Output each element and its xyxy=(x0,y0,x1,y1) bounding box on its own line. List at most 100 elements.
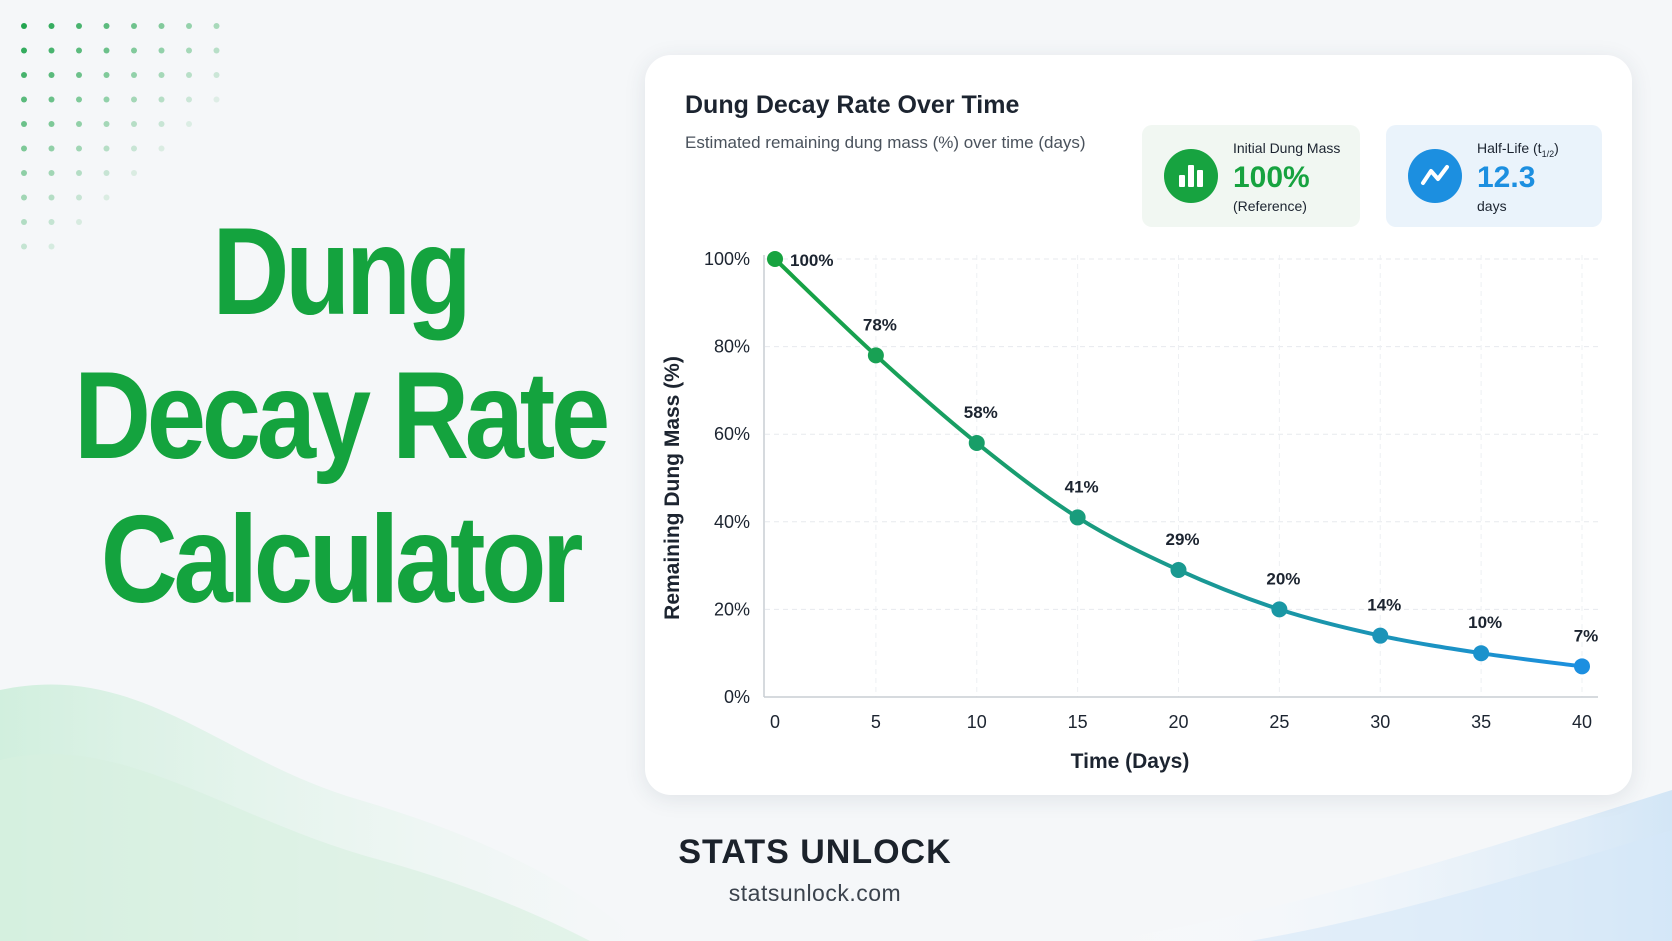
axes: 0% 20% 40% 60% 80% 100% 0 5 10 15 20 25 30 35 40 Time (… xyxy=(661,249,1598,773)
data-labels: 100% 78% 58% 41% 29% 20% 14% 10% 7% xyxy=(790,251,1598,645)
decor-dot xyxy=(21,194,27,201)
half-life-unit: days xyxy=(1477,198,1507,214)
decor-dot xyxy=(158,145,165,152)
y-tick-label: 80% xyxy=(714,337,750,357)
initial-mass-value: 100% xyxy=(1233,161,1310,194)
chart-subtitle: Estimated remaining dung mass (%) over t… xyxy=(685,133,1086,152)
decor-dot xyxy=(48,96,55,103)
half-life-value: 12.3 xyxy=(1477,161,1536,194)
green-wave-decoration-2 xyxy=(0,753,590,941)
decor-dot xyxy=(103,194,110,201)
data-point xyxy=(767,251,783,267)
decor-dot xyxy=(48,219,55,225)
bar-chart-icon xyxy=(1164,149,1218,203)
decor-dot xyxy=(131,121,137,127)
y-tick-label: 20% xyxy=(714,599,750,619)
decor-dot xyxy=(76,96,82,103)
hero-title: Dung Decay Rate Calculator xyxy=(65,200,615,632)
decor-dot xyxy=(76,72,82,78)
decor-dot xyxy=(103,121,110,127)
trend-line-icon xyxy=(1408,149,1462,203)
data-point xyxy=(1271,601,1288,618)
initial-mass-label: Initial Dung Mass xyxy=(1233,140,1341,156)
hero-title-line-1: Dung xyxy=(212,203,472,341)
decor-dot xyxy=(21,145,27,152)
decor-dot xyxy=(103,72,110,78)
decor-dot xyxy=(103,145,110,152)
x-tick-label: 10 xyxy=(967,712,987,732)
data-label: 29% xyxy=(1165,530,1199,549)
decor-dot xyxy=(21,96,27,103)
hero-title-line-3: Calculator xyxy=(100,491,584,629)
x-axis-title: Time (Days) xyxy=(1071,750,1190,773)
brand-name: STATS UNLOCK xyxy=(678,833,952,871)
decor-dot xyxy=(186,121,192,127)
dot-grid-decoration xyxy=(21,23,220,250)
data-label: 20% xyxy=(1266,569,1300,588)
decor-dot xyxy=(21,243,27,250)
initial-mass-note: (Reference) xyxy=(1233,198,1307,214)
data-point xyxy=(1473,645,1490,662)
decor-dot xyxy=(186,23,192,29)
decor-dot xyxy=(48,170,55,176)
decor-dot xyxy=(103,170,110,176)
initial-mass-stat: Initial Dung Mass 100% (Reference) xyxy=(1142,125,1360,227)
x-tick-label: 30 xyxy=(1370,712,1390,732)
decor-dot xyxy=(186,47,192,54)
data-label: 41% xyxy=(1065,477,1099,496)
decor-dot xyxy=(213,96,220,103)
decor-dot xyxy=(186,72,192,78)
decor-dot xyxy=(21,23,27,29)
decor-dot xyxy=(131,72,137,78)
data-point xyxy=(867,347,884,364)
data-point xyxy=(968,434,985,451)
data-label: 58% xyxy=(964,403,998,422)
decor-dot xyxy=(21,170,27,176)
decor-dot xyxy=(48,72,55,78)
y-tick-label: 100% xyxy=(704,249,750,269)
chart-title: Dung Decay Rate Over Time xyxy=(685,91,1020,119)
decor-dot xyxy=(48,243,55,250)
data-label: 100% xyxy=(790,251,833,270)
decor-dot xyxy=(76,23,82,29)
half-life-stat: Half-Life (t1/2) 12.3 days xyxy=(1386,125,1602,227)
decor-dot xyxy=(158,23,165,29)
y-tick-label: 40% xyxy=(714,512,750,532)
data-label: 14% xyxy=(1367,596,1401,615)
blue-wave-decoration-2 xyxy=(1250,830,1672,941)
decor-dot xyxy=(131,170,137,176)
decor-dot xyxy=(158,121,165,127)
decor-dot xyxy=(158,72,165,78)
decor-dot xyxy=(48,145,55,152)
decor-dot xyxy=(213,72,220,78)
half-life-label-text: Half-Life (t xyxy=(1477,140,1542,156)
x-tick-label: 20 xyxy=(1168,712,1188,732)
decor-dot xyxy=(76,219,82,225)
y-tick-label: 60% xyxy=(714,424,750,444)
data-label: 78% xyxy=(863,315,897,334)
x-tick-label: 25 xyxy=(1269,712,1289,732)
site-url[interactable]: statsunlock.com xyxy=(728,880,902,906)
decor-dot xyxy=(131,145,137,152)
decor-dot xyxy=(76,47,82,54)
data-point xyxy=(1069,509,1086,526)
half-life-label: Half-Life (t1/2) xyxy=(1477,140,1559,159)
decor-dot xyxy=(21,72,27,78)
x-tick-label: 40 xyxy=(1572,712,1592,732)
data-label: 7% xyxy=(1574,626,1599,645)
x-tick-label: 5 xyxy=(871,712,881,732)
data-point xyxy=(1574,658,1590,675)
decor-dot xyxy=(103,96,110,103)
half-life-label-end: ) xyxy=(1554,140,1559,156)
decor-dot xyxy=(21,219,27,225)
decor-dot xyxy=(76,194,82,201)
decor-dot xyxy=(48,47,55,54)
decor-dot xyxy=(76,121,82,127)
hero-title-line-2: Decay Rate xyxy=(73,347,610,485)
y-axis-title: Remaining Dung Mass (%) xyxy=(661,356,684,620)
decor-dot xyxy=(103,23,110,29)
x-tick-label: 0 xyxy=(770,712,780,732)
x-tick-label: 15 xyxy=(1068,712,1088,732)
decor-dot xyxy=(48,194,55,201)
